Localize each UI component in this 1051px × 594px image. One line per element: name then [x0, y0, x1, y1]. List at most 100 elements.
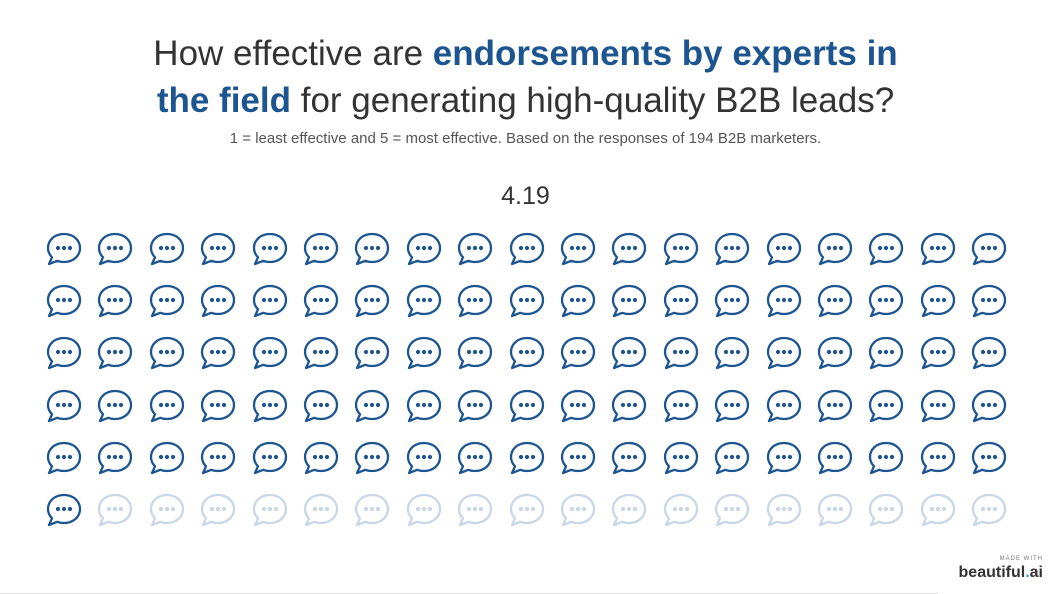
- chat-bubble-icon-empty: [864, 488, 908, 532]
- chat-bubble-icon-filled: [967, 384, 1011, 428]
- chat-bubble-icon-filled: [402, 279, 446, 323]
- chat-bubble-icon-filled: [196, 384, 240, 428]
- chat-bubble-icon-filled: [42, 227, 86, 271]
- chat-bubble-icon-filled: [967, 279, 1011, 323]
- chat-bubble-icon-filled: [916, 384, 960, 428]
- chat-bubble-icon-filled: [248, 279, 292, 323]
- chat-bubble-icon-filled: [607, 436, 651, 480]
- chat-bubble-icon-filled: [248, 436, 292, 480]
- chat-bubble-icon-filled: [42, 436, 86, 480]
- chat-bubble-icon-filled: [813, 436, 857, 480]
- chat-bubble-icon-filled: [556, 384, 600, 428]
- chat-bubble-icon-empty: [93, 488, 137, 532]
- chat-bubble-icon-filled: [42, 384, 86, 428]
- chat-bubble-icon-filled: [556, 279, 600, 323]
- chat-bubble-icon-filled: [350, 227, 394, 271]
- brand-logo: beautiful.ai: [959, 564, 1043, 582]
- chat-bubble-icon-filled: [505, 331, 549, 375]
- chat-bubble-icon-filled: [145, 227, 189, 271]
- chat-bubble-icon-filled: [145, 384, 189, 428]
- title-highlight-2: the field: [156, 81, 291, 120]
- chat-bubble-icon-filled: [864, 279, 908, 323]
- chat-bubble-icon-filled: [967, 331, 1011, 375]
- chat-bubble-icon-filled: [710, 227, 754, 271]
- chat-bubble-icon-filled: [402, 384, 446, 428]
- chat-bubble-icon-filled: [607, 279, 651, 323]
- chat-bubble-icon-filled: [196, 227, 240, 271]
- chat-bubble-icon-filled: [813, 384, 857, 428]
- chat-bubble-icon-filled: [42, 279, 86, 323]
- chat-bubble-icon-filled: [710, 331, 754, 375]
- chat-bubble-icon-filled: [299, 384, 343, 428]
- chat-bubble-icon-filled: [762, 384, 806, 428]
- chat-bubble-icon-filled: [93, 384, 137, 428]
- chat-bubble-icon-filled: [659, 384, 703, 428]
- chat-bubble-icon-filled: [607, 384, 651, 428]
- chat-bubble-icon-filled: [864, 227, 908, 271]
- chat-bubble-icon-filled: [453, 436, 497, 480]
- chat-bubble-icon-filled: [196, 331, 240, 375]
- chat-bubble-icon-empty: [196, 488, 240, 532]
- chat-bubble-icon-empty: [453, 488, 497, 532]
- chat-bubble-icon-empty: [607, 488, 651, 532]
- chat-bubble-icon-filled: [505, 227, 549, 271]
- chat-bubble-icon-filled: [505, 436, 549, 480]
- made-with-badge[interactable]: MADE WITH beautiful.ai: [959, 556, 1043, 582]
- chat-bubble-icon-filled: [710, 436, 754, 480]
- chat-bubble-icon-filled: [299, 436, 343, 480]
- chat-bubble-icon-filled: [350, 331, 394, 375]
- chat-bubble-icon-filled: [248, 227, 292, 271]
- chat-bubble-icon-filled: [813, 227, 857, 271]
- chat-bubble-icon-empty: [916, 488, 960, 532]
- chat-bubble-icon-filled: [248, 331, 292, 375]
- chat-bubble-icon-filled: [145, 436, 189, 480]
- chat-bubble-icon-filled: [196, 279, 240, 323]
- chat-bubble-icon-filled: [350, 436, 394, 480]
- chat-bubble-icon-filled: [556, 436, 600, 480]
- chat-bubble-icon-filled: [350, 384, 394, 428]
- chat-bubble-icon-filled: [196, 436, 240, 480]
- chat-bubble-icon-filled: [453, 279, 497, 323]
- title-part-1: How effective are: [153, 34, 433, 73]
- brand-suffix: ai: [1029, 564, 1043, 581]
- chat-bubble-icon-empty: [659, 488, 703, 532]
- chat-bubble-icon-empty: [762, 488, 806, 532]
- chat-bubble-icon-filled: [145, 279, 189, 323]
- chat-bubble-icon-filled: [42, 331, 86, 375]
- made-with-text: MADE WITH: [999, 556, 1043, 562]
- chat-bubble-icon-filled: [42, 488, 86, 532]
- chat-bubble-icon-filled: [967, 227, 1011, 271]
- chat-bubble-icon-filled: [710, 384, 754, 428]
- chat-bubble-icon-filled: [93, 279, 137, 323]
- chat-bubble-icon-filled: [402, 436, 446, 480]
- value-label: 4.19: [501, 182, 550, 210]
- brand-name: beautiful: [958, 564, 1026, 581]
- title-highlight-1: endorsements by experts in: [432, 34, 898, 73]
- chat-bubble-icon-filled: [607, 227, 651, 271]
- chat-bubble-icon-filled: [453, 384, 497, 428]
- chat-bubble-icon-filled: [864, 384, 908, 428]
- chat-bubble-icon-filled: [659, 331, 703, 375]
- chat-bubble-icon-filled: [967, 436, 1011, 480]
- title-part-2: for generating high-quality B2B leads?: [291, 81, 895, 120]
- chat-bubble-icon-filled: [762, 279, 806, 323]
- chat-bubble-icon-filled: [659, 227, 703, 271]
- chat-bubble-icon-filled: [505, 384, 549, 428]
- chat-bubble-icon-filled: [864, 331, 908, 375]
- chat-bubble-icon-filled: [93, 227, 137, 271]
- chart-subtitle: 1 = least effective and 5 = most effecti…: [229, 130, 822, 147]
- chat-bubble-icon-filled: [93, 331, 137, 375]
- chat-bubble-icon-empty: [967, 488, 1011, 532]
- chat-bubble-icon-filled: [916, 279, 960, 323]
- chat-bubble-icon-filled: [402, 227, 446, 271]
- chat-bubble-icon-filled: [299, 279, 343, 323]
- chat-bubble-icon-filled: [350, 279, 394, 323]
- chat-bubble-icon-empty: [350, 488, 394, 532]
- chat-bubble-icon-filled: [556, 331, 600, 375]
- chat-bubble-icon-filled: [813, 279, 857, 323]
- chat-bubble-icon-empty: [402, 488, 446, 532]
- chat-bubble-icon-filled: [402, 331, 446, 375]
- chart-title: How effective are endorsements by expert…: [0, 30, 1051, 124]
- chat-bubble-icon-filled: [453, 331, 497, 375]
- chat-bubble-icon-filled: [299, 331, 343, 375]
